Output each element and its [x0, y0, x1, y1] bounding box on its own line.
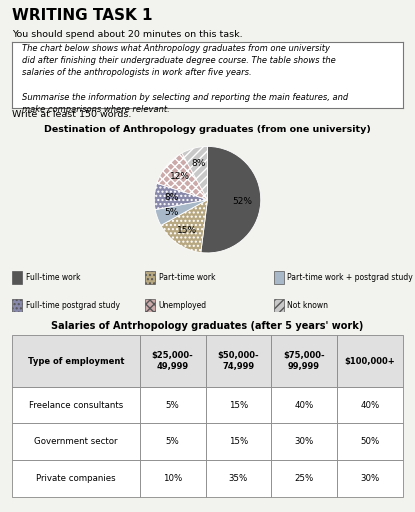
FancyBboxPatch shape	[12, 299, 22, 312]
Text: Salaries of Antrhopology graduates (after 5 years' work): Salaries of Antrhopology graduates (afte…	[51, 322, 364, 331]
FancyBboxPatch shape	[145, 271, 155, 284]
FancyBboxPatch shape	[274, 271, 283, 284]
FancyBboxPatch shape	[12, 271, 22, 284]
Text: Full-time postgrad study: Full-time postgrad study	[26, 301, 120, 310]
Text: Part-time work: Part-time work	[159, 273, 215, 282]
Wedge shape	[155, 200, 208, 225]
Wedge shape	[161, 200, 208, 252]
Text: Destination of Anthropology graduates (from one university): Destination of Anthropology graduates (f…	[44, 125, 371, 134]
Wedge shape	[157, 153, 208, 200]
Text: 5%: 5%	[164, 208, 178, 217]
Wedge shape	[201, 146, 261, 253]
Text: 52%: 52%	[232, 197, 252, 206]
Text: 12%: 12%	[170, 172, 190, 181]
Text: 8%: 8%	[191, 159, 205, 168]
Text: The chart below shows what Anthropology graduates from one university
did after : The chart below shows what Anthropology …	[22, 44, 349, 114]
Wedge shape	[182, 146, 208, 200]
Text: Unemployed: Unemployed	[159, 301, 207, 310]
Text: Part-time work + postgrad study: Part-time work + postgrad study	[288, 273, 413, 282]
Wedge shape	[154, 183, 208, 209]
Text: WRITING TASK 1: WRITING TASK 1	[12, 8, 153, 24]
Text: 15%: 15%	[176, 226, 197, 235]
Text: Not known: Not known	[288, 301, 328, 310]
Text: You should spend about 20 minutes on this task.: You should spend about 20 minutes on thi…	[12, 30, 243, 39]
Text: 8%: 8%	[164, 193, 178, 202]
FancyBboxPatch shape	[145, 299, 155, 312]
Text: Write at least 150 words.: Write at least 150 words.	[12, 111, 132, 119]
Text: Full-time work: Full-time work	[26, 273, 81, 282]
FancyBboxPatch shape	[274, 299, 283, 312]
